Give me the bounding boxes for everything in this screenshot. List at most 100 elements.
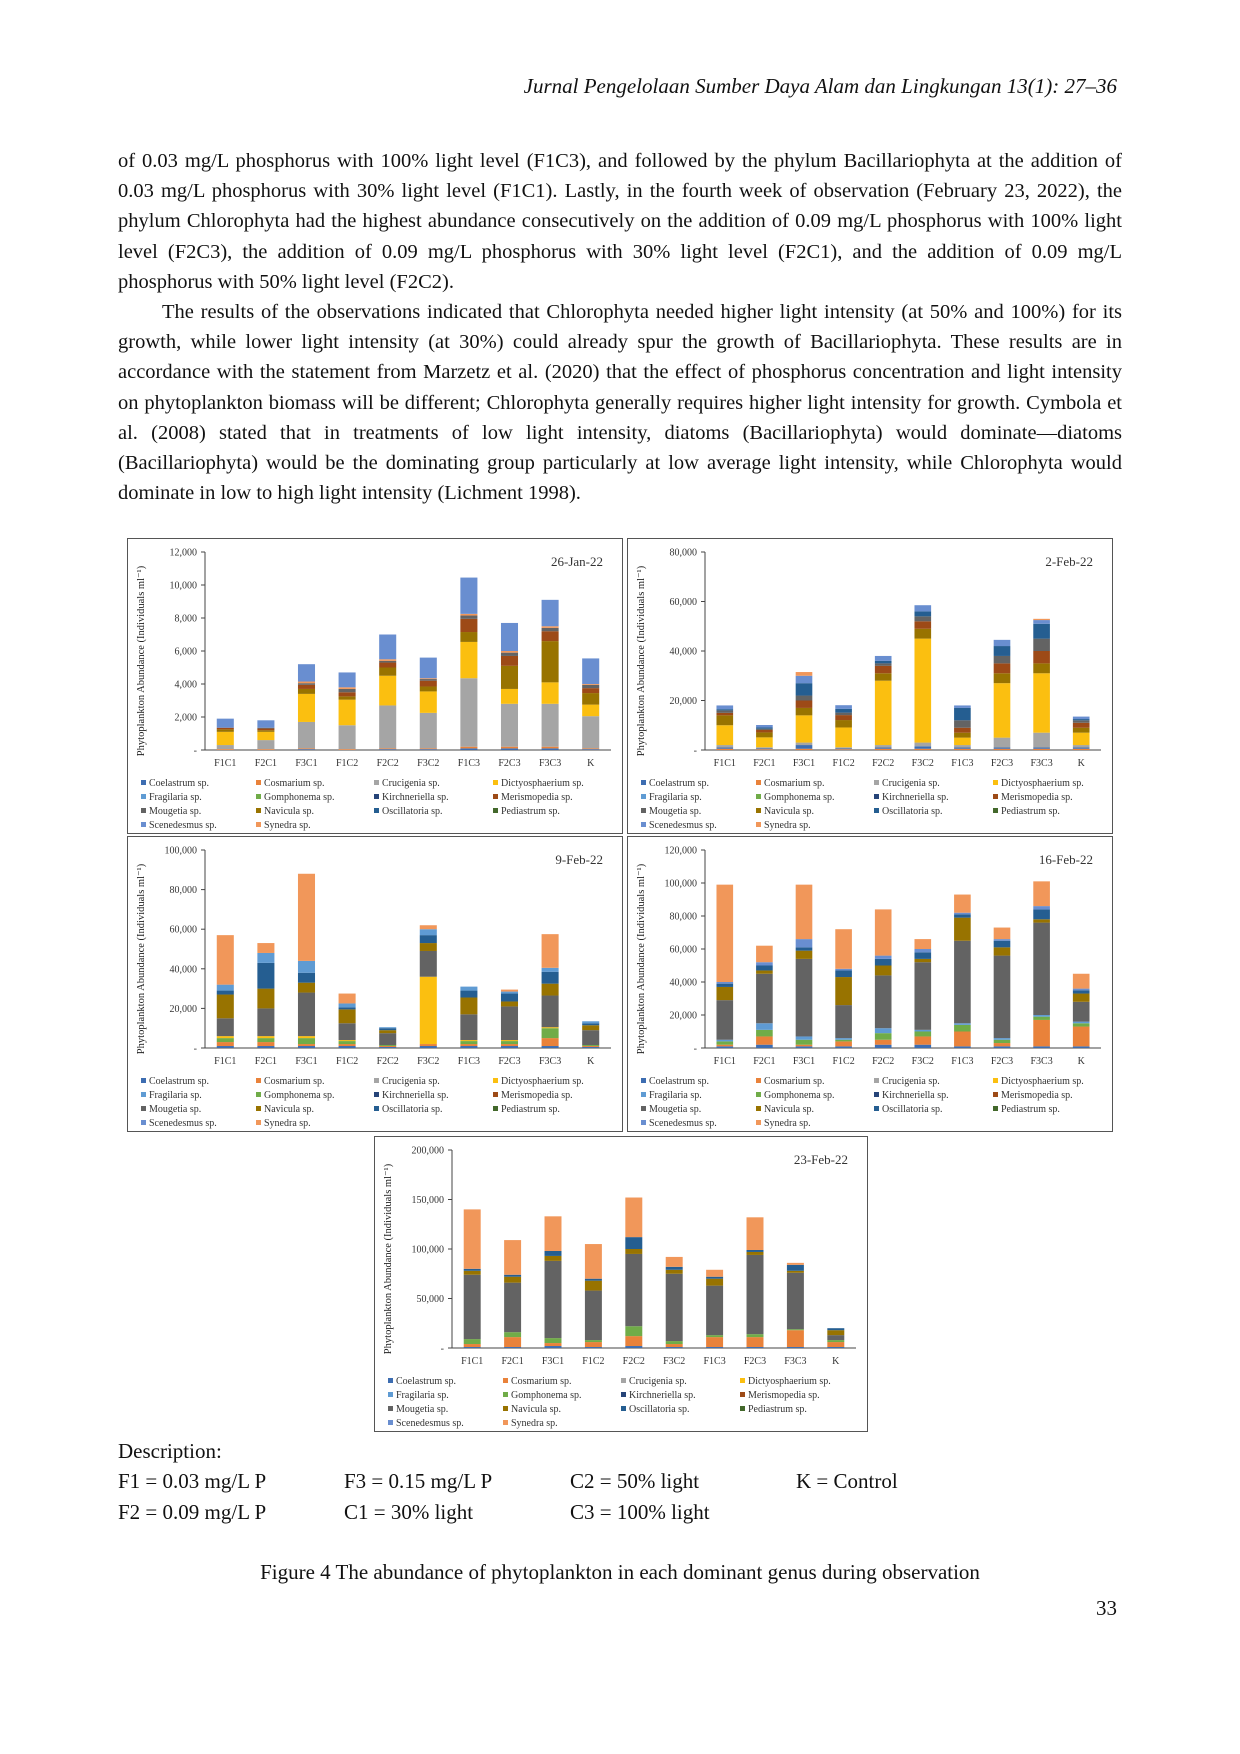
x-tick-label: F2C2 (623, 1356, 645, 1367)
bar-segment (954, 720, 971, 728)
legend-label: Oscillatoria sp. (382, 806, 443, 817)
bar-segment (914, 605, 932, 612)
bar-segment (216, 984, 234, 991)
y-tick-label: 60,000 (670, 945, 698, 956)
bar-segment (541, 1027, 559, 1029)
x-tick-label: F2C1 (753, 758, 775, 769)
bar-segment (297, 748, 316, 750)
bar-segment (835, 970, 852, 978)
figure-chart-3: - 20,000 40,000 60,000 80,000 100,000 Phytopla… (127, 836, 623, 1132)
chart-frame (627, 538, 1113, 834)
bar-segment (914, 1031, 932, 1037)
bar-segment (584, 1278, 602, 1281)
bar-segment (297, 982, 316, 993)
legend-swatch (493, 794, 498, 799)
legend-swatch (374, 794, 379, 799)
bar-segment (338, 1009, 356, 1024)
bar-segment (541, 748, 559, 750)
bar-segment (584, 1347, 602, 1348)
bar-segment (1033, 1046, 1050, 1048)
bar-segment (541, 627, 559, 632)
y-tick-label: 8,000 (175, 614, 198, 625)
bar-segment (786, 1272, 804, 1330)
bar-segment (716, 986, 734, 1001)
bar-segment (756, 1023, 773, 1030)
description-item: C3 = 100% light (570, 1500, 710, 1524)
bar-segment (460, 615, 478, 619)
figure-chart-2: - 20,000 40,000 60,000 80,000 Phytoplankton A… (627, 538, 1113, 834)
bar-segment (835, 749, 852, 750)
bar-segment (257, 1036, 275, 1039)
bar-segment (257, 730, 275, 732)
legend-swatch (641, 808, 646, 813)
legend-swatch (141, 1092, 146, 1097)
bar-segment (460, 613, 478, 616)
bar-segment (1072, 1026, 1090, 1047)
journal-header: Jurnal Pengelolaan Sumber Daya Alam dan … (523, 74, 1117, 98)
bar-segment (582, 749, 600, 750)
bar-segment (541, 599, 559, 627)
bar-segment (257, 943, 275, 953)
legend-label: Cosmarium sp. (764, 1076, 825, 1087)
bar-segment (716, 982, 734, 984)
bar-segment (914, 616, 932, 622)
legend-label: Crucigenia sp. (629, 1376, 687, 1387)
legend-swatch (993, 1078, 998, 1083)
x-tick-label: K (587, 758, 595, 769)
bar-segment (625, 1249, 643, 1254)
bar-segment (756, 749, 773, 750)
bar-segment (706, 1285, 724, 1336)
bar-segment (993, 747, 1011, 749)
bar-segment (460, 1014, 478, 1041)
bar-segment (625, 1336, 643, 1347)
legend-swatch (256, 822, 261, 827)
x-tick-label: K (587, 1056, 595, 1067)
bar-segment (786, 1330, 804, 1348)
bar-segment (1033, 922, 1050, 1015)
bar-segment (914, 621, 932, 629)
x-tick-label: F1C1 (214, 1056, 236, 1067)
bar-segment (795, 1044, 813, 1047)
legend-label: Dictyosphaerium sp. (501, 1076, 584, 1087)
bar-segment (379, 1028, 397, 1031)
description-item: F2 = 0.09 mg/L P (118, 1500, 267, 1524)
bar-segment (582, 748, 600, 750)
bar-segment (1072, 716, 1090, 720)
chart-2-feb: - 20,000 40,000 60,000 80,000 Phytoplankton A… (627, 538, 1113, 834)
bar-segment (544, 1346, 562, 1348)
legend-swatch (256, 1120, 261, 1125)
bar-segment (1033, 748, 1050, 750)
bar-segment (1072, 973, 1090, 989)
bar-segment (1072, 993, 1090, 1002)
bar-segment (914, 746, 932, 749)
bar-segment (297, 960, 316, 973)
bar-segment (993, 1039, 1011, 1044)
bar-segment (914, 962, 932, 1030)
bar-segment (297, 681, 316, 684)
bar-segment (1033, 638, 1050, 652)
bar-segment (954, 745, 971, 748)
bar-segment (500, 746, 519, 749)
bar-segment (582, 1045, 600, 1047)
bar-segment (716, 1044, 734, 1047)
bar-segment (795, 672, 813, 676)
bar-segment (504, 1337, 522, 1348)
x-tick-label: F3C1 (295, 758, 317, 769)
legend-swatch (256, 780, 261, 785)
bar-segment (756, 1044, 773, 1048)
bar-segment (835, 1038, 852, 1040)
legend-swatch (874, 1078, 879, 1083)
legend-label: Synedra sp. (511, 1418, 558, 1429)
bar-segment (1072, 727, 1090, 733)
description-item: K = Control (796, 1469, 898, 1493)
bar-segment (419, 976, 437, 1045)
x-tick-label: F2C1 (255, 758, 277, 769)
bar-segment (379, 749, 397, 750)
bar-segment (419, 1044, 437, 1047)
legend-label: Kirchneriella sp. (382, 1090, 449, 1101)
legend-swatch (756, 1092, 761, 1097)
bar-segment (874, 955, 892, 959)
bar-segment (419, 929, 437, 936)
y-axis-label: Phytoplankton Abundance (Individuals ml⁻… (383, 1163, 394, 1354)
bar-segment (582, 658, 600, 684)
